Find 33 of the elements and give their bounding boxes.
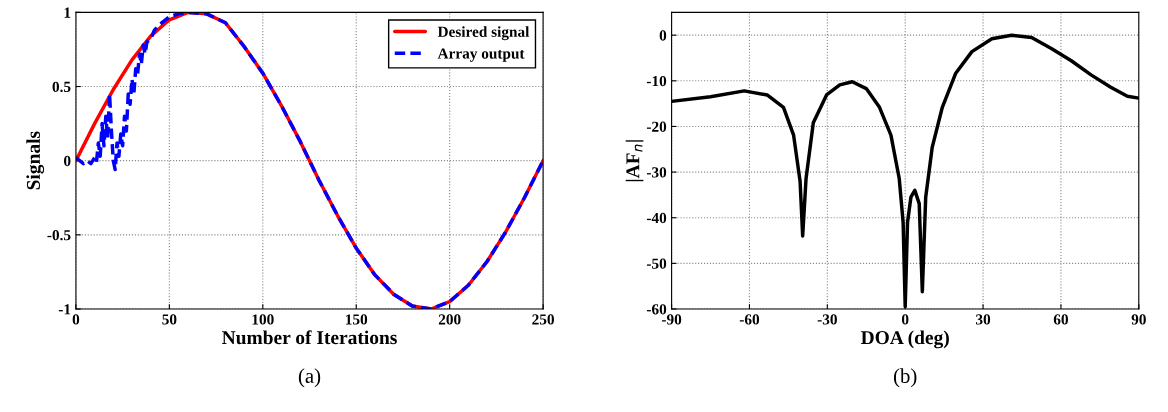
x-tick-label: 30 [976, 314, 991, 325]
y-tick-label: -50 [646, 258, 667, 269]
x-axis-title: Number of Iterations [222, 330, 397, 345]
x-tick-label: 50 [162, 314, 177, 325]
x-tick-label: 60 [1053, 314, 1068, 325]
y-tick-label: -60 [646, 304, 667, 315]
x-axis-title: DOA (deg) [860, 330, 949, 349]
legend-label: Desired signal [437, 26, 530, 41]
x-tick-label: -60 [739, 314, 760, 325]
y-tick-label: 0 [64, 155, 71, 167]
y-tick-label: 1 [64, 7, 71, 18]
x-tick-label: -30 [817, 314, 837, 325]
x-tick-label: 200 [438, 314, 461, 325]
y-tick-label: -10 [646, 75, 667, 87]
x-tick-label: 0 [72, 314, 80, 325]
y-tick-label: 0 [659, 30, 667, 41]
text: (b) [893, 368, 917, 388]
y-tick-label: 0.5 [52, 81, 71, 93]
y-axis-title: Signals [26, 131, 45, 190]
x-tick-label: 150 [346, 314, 368, 325]
x-tick-label: 90 [1131, 314, 1146, 325]
x-tick-label: 100 [252, 314, 274, 325]
y-tick-label: -40 [646, 212, 667, 224]
y-axis-title: |AF$_{n}$| [625, 140, 644, 182]
x-tick-label: 0 [901, 314, 909, 325]
x-tick-label: 250 [532, 314, 554, 325]
legend-label: Array output [437, 48, 525, 62]
y-tick-label: -30 [646, 167, 667, 178]
text: (a) [298, 368, 321, 388]
x-tick-label: -90 [661, 314, 682, 325]
y-tick-label: -1 [58, 304, 71, 315]
y-tick-label: -0.5 [47, 229, 71, 241]
y-tick-label: -20 [646, 121, 667, 132]
